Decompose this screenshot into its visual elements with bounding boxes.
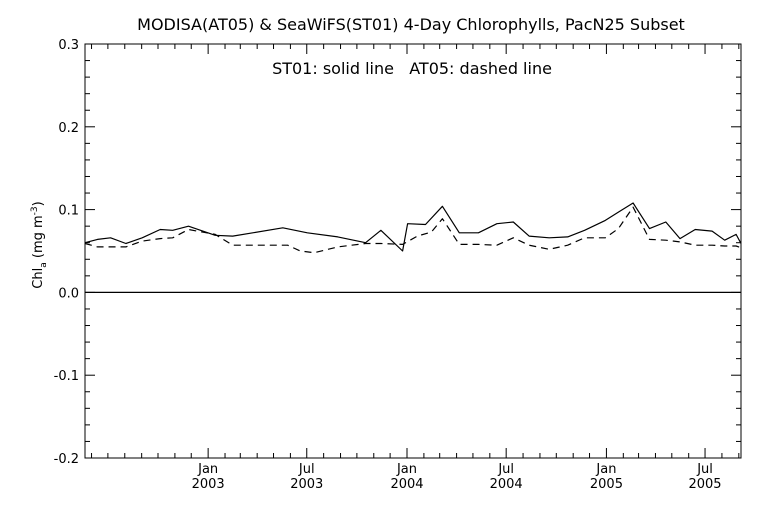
y-axis-label-close: ) <box>31 201 46 206</box>
y-axis-label-superscript: -3 <box>30 206 40 215</box>
y-tick-label: -0.1 <box>54 369 79 384</box>
y-tick-label: 0.2 <box>58 121 79 136</box>
y-axis-label-units: (mg m <box>31 215 46 262</box>
y-axis-label: Chla (mg m-3) <box>30 201 49 288</box>
tick-labels: 0.30.20.10.0-0.1-0.2Jan2003Jul2003Jan200… <box>54 38 722 492</box>
y-tick-label: 0.1 <box>58 204 79 219</box>
legend-annotation: ST01: solid line AT05: dashed line <box>272 59 552 78</box>
x-tick-label-year: 2003 <box>290 477 323 492</box>
x-tick-label-year: 2005 <box>688 477 721 492</box>
x-tick-label-month: Jan <box>197 462 218 477</box>
plot-area-frame <box>84 43 742 459</box>
y-tick-label: 0.3 <box>58 38 79 53</box>
x-tick-label-month: Jan <box>595 462 616 477</box>
y-tick-label: 0.0 <box>58 286 79 301</box>
series-lines <box>84 202 742 293</box>
x-tick-label-year: 2004 <box>390 477 423 492</box>
y-axis-label-main: Chl <box>31 268 46 289</box>
axis-ticks <box>85 43 741 459</box>
chart-title: MODISA(AT05) & SeaWiFS(ST01) 4-Day Chlor… <box>137 15 685 34</box>
x-tick-label-month: Jul <box>298 462 315 477</box>
x-tick-label-month: Jul <box>497 462 514 477</box>
series-line-st01 <box>84 202 742 252</box>
series-line-at05 <box>84 206 742 254</box>
x-tick-label-year: 2005 <box>590 477 623 492</box>
x-tick-label-year: 2003 <box>192 477 225 492</box>
y-tick-label: -0.2 <box>54 452 79 467</box>
x-tick-label-year: 2004 <box>490 477 523 492</box>
x-tick-label-month: Jan <box>396 462 417 477</box>
x-tick-label-month: Jul <box>696 462 713 477</box>
y-axis-label-subscript: a <box>39 262 49 268</box>
